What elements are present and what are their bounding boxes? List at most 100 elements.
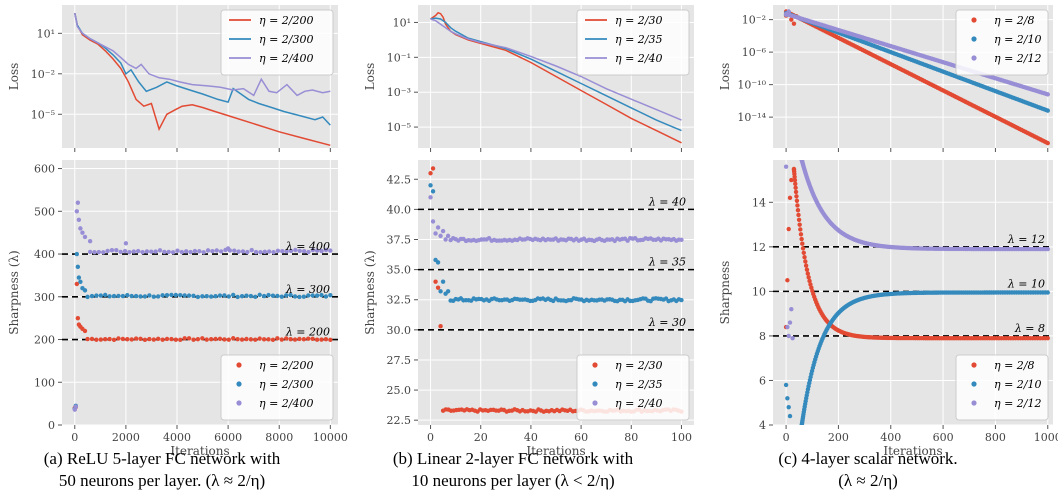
x-axis-label: Iterations <box>170 444 229 458</box>
data-point <box>787 413 793 419</box>
data-point <box>178 292 183 298</box>
data-point <box>116 293 121 299</box>
data-point <box>175 248 180 253</box>
legend-swatch <box>236 362 242 368</box>
threshold-label: λ = 30 <box>648 316 686 329</box>
plot-area <box>62 200 338 412</box>
y-tick-label: 4 <box>759 419 766 432</box>
data-point <box>155 294 161 299</box>
data-point <box>435 225 441 230</box>
x-tick-label: 10000 <box>313 431 348 444</box>
data-point <box>785 396 790 401</box>
data-point <box>443 237 448 242</box>
data-point <box>292 337 298 342</box>
legend-box <box>955 354 1049 421</box>
x-axis-label: Iterations <box>526 444 585 458</box>
data-point <box>123 241 129 246</box>
data-point <box>438 324 443 329</box>
x-tick-label: 200 <box>828 431 849 444</box>
caption-b: (b) Linear 2-layer FC network with 10 ne… <box>363 448 663 492</box>
legend-entry: η = 2/35 <box>615 33 663 46</box>
data-point <box>785 324 790 330</box>
data-point <box>239 337 245 342</box>
data-point <box>109 247 115 253</box>
data-point <box>89 293 95 299</box>
data-point <box>802 254 807 260</box>
plot-area <box>74 12 331 147</box>
data-point <box>793 181 798 187</box>
data-point <box>213 336 218 342</box>
threshold-label: λ = 35 <box>648 256 686 269</box>
y-tick-label: 35.0 <box>387 264 412 277</box>
data-point <box>253 294 258 299</box>
y-tick-label: 500 <box>34 205 55 218</box>
data-point <box>800 246 806 251</box>
x-axis-label: Iterations <box>883 444 942 458</box>
data-point <box>288 248 294 254</box>
data-point <box>438 233 443 239</box>
legend-entry: η = 2/12 <box>994 52 1042 65</box>
data-point <box>236 249 241 254</box>
x-tick-label: 0 <box>427 431 434 444</box>
data-point <box>293 247 298 253</box>
data-point <box>679 297 684 303</box>
data-point <box>201 250 206 255</box>
y-tick-label: 300 <box>34 291 55 304</box>
panel-b-sharp: 22.5 25.0 27.5 30.0 32.5 35.0 37.5 40.0 42.5 0 20 4… <box>363 160 694 458</box>
data-point <box>314 293 320 298</box>
data-point <box>101 250 106 255</box>
data-point <box>789 17 794 22</box>
data-point <box>785 278 790 283</box>
data-point <box>240 249 246 254</box>
data-point <box>135 248 141 254</box>
data-point <box>430 219 436 224</box>
legend: η = 2/30 η = 2/35 η = 2/40 <box>576 9 690 76</box>
data-point <box>323 247 329 253</box>
y-tick-label: 27.5 <box>387 354 412 367</box>
data-point <box>301 337 307 342</box>
y-tick-label: 400 <box>34 248 55 261</box>
data-point <box>200 336 205 341</box>
data-point <box>244 336 249 342</box>
data-point <box>323 294 329 299</box>
data-point <box>790 335 795 341</box>
legend-entry: η = 2/30 <box>615 14 663 27</box>
x-tick-label: 8000 <box>265 431 293 444</box>
data-point <box>179 249 185 255</box>
data-point <box>275 336 280 341</box>
data-point <box>283 336 289 341</box>
data-point <box>787 195 793 201</box>
caption-c-line1: (c) 4-layer scalar network. <box>778 449 958 468</box>
series-η = 2/30 <box>430 11 682 144</box>
caption-a-line1: (a) ReLU 5-layer FC network with <box>43 449 281 468</box>
data-point <box>169 292 174 298</box>
caption-c: (c) 4-layer scalar network. (λ ≈ 2/η) <box>718 448 1018 492</box>
x-tick-label: 40 <box>524 431 538 444</box>
data-point <box>319 248 324 254</box>
y-tick-label: 0 <box>48 419 55 432</box>
data-point <box>82 288 88 293</box>
data-point <box>188 249 193 255</box>
data-point <box>288 292 293 298</box>
data-point <box>120 293 126 299</box>
data-point <box>428 195 433 200</box>
data-point <box>149 249 154 254</box>
data-point <box>232 248 237 253</box>
data-point <box>1045 290 1050 295</box>
data-point <box>118 249 123 255</box>
data-point <box>76 217 82 223</box>
data-point <box>226 294 232 299</box>
plot-area <box>430 11 682 144</box>
data-point <box>239 294 245 299</box>
data-point <box>789 177 794 183</box>
data-point <box>270 293 276 298</box>
data-point <box>805 271 810 276</box>
data-point <box>1045 92 1050 97</box>
data-point <box>798 232 804 237</box>
data-point <box>210 248 215 254</box>
x-tick-label: 1000 <box>1034 431 1058 444</box>
data-point <box>445 233 451 239</box>
data-point <box>133 293 139 299</box>
legend-entry: η = 2/40 <box>615 397 663 410</box>
data-point <box>78 226 83 231</box>
